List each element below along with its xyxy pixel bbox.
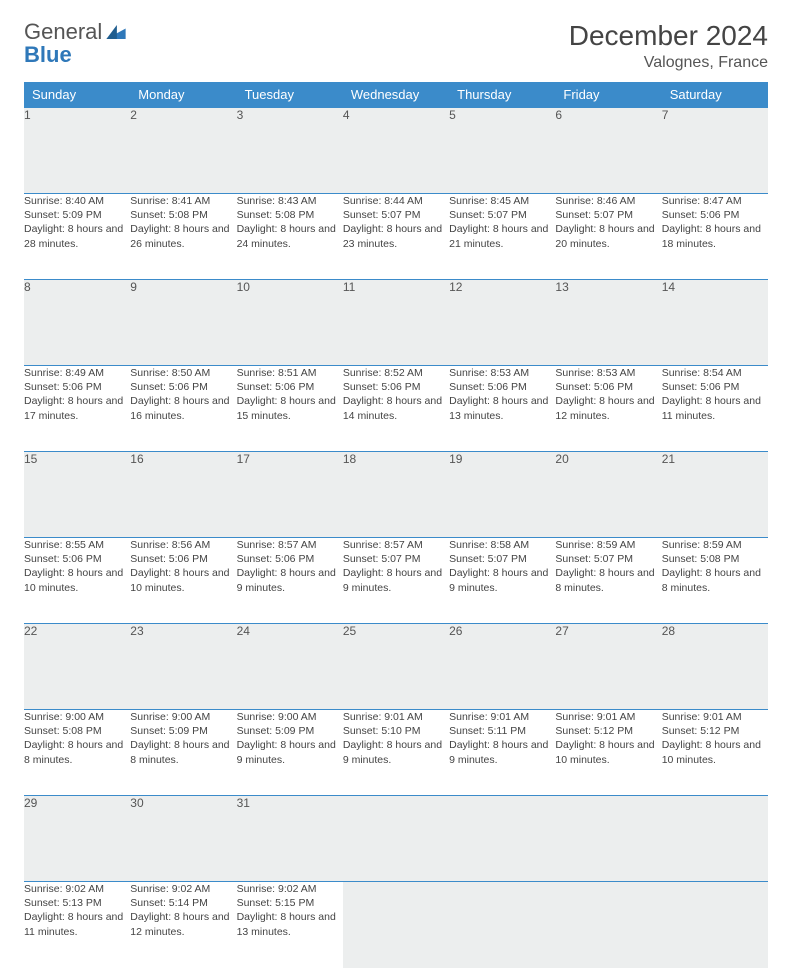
day-content-cell: Sunrise: 9:01 AMSunset: 5:11 PMDaylight:… <box>449 710 555 796</box>
day-content-row: Sunrise: 9:02 AMSunset: 5:13 PMDaylight:… <box>24 882 768 968</box>
day-content-cell: Sunrise: 9:00 AMSunset: 5:08 PMDaylight:… <box>24 710 130 796</box>
day-number-cell: 24 <box>237 624 343 710</box>
day-content-row: Sunrise: 8:49 AMSunset: 5:06 PMDaylight:… <box>24 366 768 452</box>
day-number-cell: 26 <box>449 624 555 710</box>
day-content-cell: Sunrise: 9:01 AMSunset: 5:12 PMDaylight:… <box>555 710 661 796</box>
day-number-cell: 21 <box>662 452 768 538</box>
day-content-cell: Sunrise: 8:43 AMSunset: 5:08 PMDaylight:… <box>237 194 343 280</box>
day-content-cell: Sunrise: 8:46 AMSunset: 5:07 PMDaylight:… <box>555 194 661 280</box>
title-block: December 2024 Valognes, France <box>569 20 768 72</box>
day-content-cell: Sunrise: 8:44 AMSunset: 5:07 PMDaylight:… <box>343 194 449 280</box>
day-content-cell: Sunrise: 9:01 AMSunset: 5:10 PMDaylight:… <box>343 710 449 796</box>
logo-text-general: General <box>24 19 102 44</box>
day-content-cell: Sunrise: 9:01 AMSunset: 5:12 PMDaylight:… <box>662 710 768 796</box>
day-content-row: Sunrise: 8:55 AMSunset: 5:06 PMDaylight:… <box>24 538 768 624</box>
day-content-cell: Sunrise: 9:02 AMSunset: 5:13 PMDaylight:… <box>24 882 130 968</box>
day-content-cell: Sunrise: 9:02 AMSunset: 5:14 PMDaylight:… <box>130 882 236 968</box>
day-content-cell: Sunrise: 8:55 AMSunset: 5:06 PMDaylight:… <box>24 538 130 624</box>
day-content-cell: Sunrise: 8:41 AMSunset: 5:08 PMDaylight:… <box>130 194 236 280</box>
day-content-row: Sunrise: 8:40 AMSunset: 5:09 PMDaylight:… <box>24 194 768 280</box>
day-content-cell: Sunrise: 8:52 AMSunset: 5:06 PMDaylight:… <box>343 366 449 452</box>
day-number-cell: 15 <box>24 452 130 538</box>
weekday-header: Saturday <box>662 82 768 108</box>
day-content-cell: Sunrise: 8:58 AMSunset: 5:07 PMDaylight:… <box>449 538 555 624</box>
day-number-cell: 2 <box>130 108 236 194</box>
day-number-cell: 8 <box>24 280 130 366</box>
day-content-cell: Sunrise: 8:54 AMSunset: 5:06 PMDaylight:… <box>662 366 768 452</box>
day-number-cell: 19 <box>449 452 555 538</box>
weekday-header-row: SundayMondayTuesdayWednesdayThursdayFrid… <box>24 82 768 108</box>
day-number-cell: 11 <box>343 280 449 366</box>
day-number-cell: 3 <box>237 108 343 194</box>
day-content-cell: Sunrise: 8:57 AMSunset: 5:06 PMDaylight:… <box>237 538 343 624</box>
day-content-cell: Sunrise: 9:00 AMSunset: 5:09 PMDaylight:… <box>237 710 343 796</box>
day-content-cell: Sunrise: 9:00 AMSunset: 5:09 PMDaylight:… <box>130 710 236 796</box>
day-number-row: 1234567 <box>24 108 768 194</box>
day-content-row: Sunrise: 9:00 AMSunset: 5:08 PMDaylight:… <box>24 710 768 796</box>
day-number-row: 22232425262728 <box>24 624 768 710</box>
day-number-cell: 28 <box>662 624 768 710</box>
day-number-cell: 7 <box>662 108 768 194</box>
day-number-cell <box>449 796 555 882</box>
day-number-cell: 6 <box>555 108 661 194</box>
day-content-cell <box>343 882 449 968</box>
day-number-cell: 4 <box>343 108 449 194</box>
day-number-row: 293031 <box>24 796 768 882</box>
day-number-cell: 27 <box>555 624 661 710</box>
day-content-cell: Sunrise: 8:50 AMSunset: 5:06 PMDaylight:… <box>130 366 236 452</box>
month-title: December 2024 <box>569 20 768 52</box>
calendar-table: SundayMondayTuesdayWednesdayThursdayFrid… <box>24 82 768 968</box>
day-number-cell: 18 <box>343 452 449 538</box>
day-content-cell: Sunrise: 8:53 AMSunset: 5:06 PMDaylight:… <box>449 366 555 452</box>
day-content-cell <box>662 882 768 968</box>
weekday-header: Wednesday <box>343 82 449 108</box>
day-content-cell: Sunrise: 8:49 AMSunset: 5:06 PMDaylight:… <box>24 366 130 452</box>
day-number-cell: 13 <box>555 280 661 366</box>
day-number-cell: 9 <box>130 280 236 366</box>
weekday-header: Friday <box>555 82 661 108</box>
logo-mark-icon <box>106 20 126 43</box>
day-content-cell: Sunrise: 8:47 AMSunset: 5:06 PMDaylight:… <box>662 194 768 280</box>
weekday-header: Thursday <box>449 82 555 108</box>
weekday-header: Sunday <box>24 82 130 108</box>
day-number-cell: 14 <box>662 280 768 366</box>
day-content-cell: Sunrise: 8:45 AMSunset: 5:07 PMDaylight:… <box>449 194 555 280</box>
logo-text-blue: Blue <box>24 42 72 67</box>
day-number-cell <box>662 796 768 882</box>
day-content-cell: Sunrise: 8:59 AMSunset: 5:08 PMDaylight:… <box>662 538 768 624</box>
day-number-cell: 17 <box>237 452 343 538</box>
day-number-cell: 5 <box>449 108 555 194</box>
day-number-cell: 23 <box>130 624 236 710</box>
header: GeneralBlue December 2024 Valognes, Fran… <box>24 20 768 72</box>
day-content-cell: Sunrise: 8:53 AMSunset: 5:06 PMDaylight:… <box>555 366 661 452</box>
day-number-cell: 29 <box>24 796 130 882</box>
day-number-row: 15161718192021 <box>24 452 768 538</box>
day-content-cell <box>555 882 661 968</box>
location: Valognes, France <box>569 54 768 72</box>
day-number-cell: 30 <box>130 796 236 882</box>
day-number-cell <box>555 796 661 882</box>
weekday-header: Tuesday <box>237 82 343 108</box>
weekday-header: Monday <box>130 82 236 108</box>
day-number-cell: 16 <box>130 452 236 538</box>
day-number-cell: 25 <box>343 624 449 710</box>
day-number-cell <box>343 796 449 882</box>
day-content-cell <box>449 882 555 968</box>
day-content-cell: Sunrise: 8:57 AMSunset: 5:07 PMDaylight:… <box>343 538 449 624</box>
day-content-cell: Sunrise: 8:40 AMSunset: 5:09 PMDaylight:… <box>24 194 130 280</box>
logo: GeneralBlue <box>24 20 126 66</box>
day-number-row: 891011121314 <box>24 280 768 366</box>
day-content-cell: Sunrise: 9:02 AMSunset: 5:15 PMDaylight:… <box>237 882 343 968</box>
day-number-cell: 12 <box>449 280 555 366</box>
day-number-cell: 10 <box>237 280 343 366</box>
day-number-cell: 20 <box>555 452 661 538</box>
day-content-cell: Sunrise: 8:59 AMSunset: 5:07 PMDaylight:… <box>555 538 661 624</box>
day-number-cell: 22 <box>24 624 130 710</box>
day-number-cell: 1 <box>24 108 130 194</box>
day-content-cell: Sunrise: 8:51 AMSunset: 5:06 PMDaylight:… <box>237 366 343 452</box>
day-content-cell: Sunrise: 8:56 AMSunset: 5:06 PMDaylight:… <box>130 538 236 624</box>
day-number-cell: 31 <box>237 796 343 882</box>
